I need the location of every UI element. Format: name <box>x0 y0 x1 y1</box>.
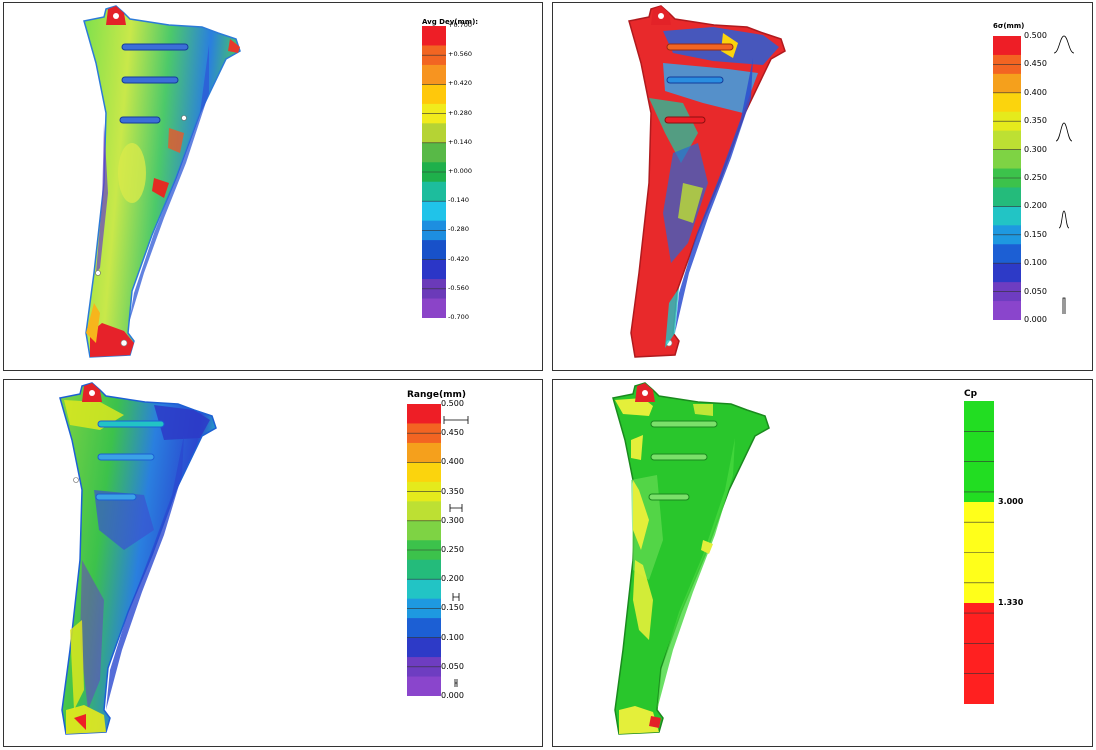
scale-tick-label: 0.200 <box>1024 201 1047 211</box>
scale-tick-label: 0.300 <box>441 515 464 525</box>
scale-tick-label: 0.150 <box>441 603 464 613</box>
color-segment <box>407 462 441 483</box>
scale-tick-label: 0.500 <box>441 399 464 408</box>
part-map-avg-dev <box>83 5 241 358</box>
color-scale-bar <box>422 26 446 318</box>
scale-tick-label: -0.140 <box>448 196 469 205</box>
scale-tick-label: 0.400 <box>441 457 464 467</box>
color-segment <box>407 520 441 541</box>
scale-tick-label: 0.350 <box>441 486 464 496</box>
scale-tick-label: 0.100 <box>1024 258 1047 268</box>
distribution-curve-icons <box>1053 35 1075 314</box>
scale-tick-label: 0.200 <box>441 574 464 584</box>
scale-tick-label: +0.560 <box>448 50 473 59</box>
scale-tick-label: -0.420 <box>448 254 469 263</box>
scale-tick-label: 0.400 <box>1024 87 1047 97</box>
color-segment <box>422 26 446 46</box>
color-segment <box>993 263 1021 283</box>
color-segment <box>407 404 441 424</box>
scale-tick-label: -0.280 <box>448 225 469 234</box>
scale-tick-label: +0.140 <box>448 137 473 146</box>
color-segment <box>964 401 994 503</box>
color-segment <box>422 181 446 202</box>
color-segment <box>407 637 441 658</box>
scale-tick-label: +0.700 <box>448 21 473 29</box>
legend-title: Avg Dev(mm): <box>422 18 479 26</box>
scale-tick-label: -0.700 <box>448 313 469 321</box>
range-bar-icons <box>443 416 469 687</box>
color-segment <box>407 579 441 600</box>
legend-title: 6σ(mm) <box>993 22 1025 30</box>
color-segment <box>422 64 446 85</box>
color-scale-bar <box>964 401 994 704</box>
color-segment <box>422 142 446 163</box>
color-segment <box>993 36 1021 56</box>
scale-tick-label: 0.050 <box>441 661 464 671</box>
color-segment <box>407 559 441 580</box>
scale-tick-label: 0.250 <box>441 545 464 554</box>
color-segment <box>422 240 446 261</box>
legend-title: Range(mm) <box>407 390 466 400</box>
scale-tick-label: 0.000 <box>1024 315 1047 324</box>
color-segment <box>422 84 446 105</box>
scale-tick-label: 1.330 <box>998 598 1024 607</box>
color-segment <box>993 187 1021 207</box>
scale-tick-label: 0.450 <box>1024 59 1047 69</box>
color-segment <box>422 201 446 222</box>
color-segment <box>993 92 1021 113</box>
scale-tick-label: 0.350 <box>1024 116 1047 126</box>
color-segment <box>993 149 1021 170</box>
legend-title: Cp <box>964 389 978 399</box>
cp-panel: Cp 3.000 1.330 <box>552 379 1093 747</box>
color-segment <box>993 206 1021 226</box>
color-scale-bar <box>407 404 441 696</box>
color-segment <box>407 618 441 639</box>
scale-tick-label: 0.500 <box>1024 31 1047 40</box>
scale-tick-label: 0.450 <box>441 428 464 438</box>
part-map-cp <box>612 382 770 735</box>
scale-tick-label: +0.420 <box>448 79 473 88</box>
color-segment <box>993 130 1021 151</box>
color-segment <box>422 298 446 318</box>
color-segment <box>993 73 1021 94</box>
scale-tick-label: 0.050 <box>1024 286 1047 296</box>
color-segment <box>422 259 446 280</box>
range-panel: Range(mm) 0.500 0.450 0.400 0.350 0.300 0.250… <box>3 379 543 747</box>
color-segment <box>407 501 441 522</box>
scale-tick-label: 0.000 <box>441 691 464 700</box>
color-segment <box>964 603 994 704</box>
part-map-range <box>59 382 217 735</box>
scale-tick-label: 0.100 <box>441 632 464 642</box>
scale-tick-label: +0.280 <box>448 108 473 117</box>
six-sigma-panel: 6σ(mm) 0.500 0.450 0.400 0.350 0.300 0.250 0.2… <box>552 2 1093 371</box>
scale-tick-label: 0.250 <box>1024 173 1047 182</box>
color-scale-bar <box>993 36 1021 320</box>
color-segment <box>993 244 1021 264</box>
scale-tick-label: 3.000 <box>998 497 1024 506</box>
avg-deviation-panel: Avg Dev(mm): +0.700 +0.560 +0.420 +0.280 +0.… <box>3 2 543 371</box>
part-map-six-sigma <box>628 5 786 358</box>
color-segment <box>993 301 1021 320</box>
color-segment <box>407 676 441 696</box>
scale-tick-label: -0.560 <box>448 283 469 292</box>
color-segment <box>407 442 441 463</box>
scale-tick-label: 0.150 <box>1024 229 1047 239</box>
scale-tick-label: +0.000 <box>448 167 473 175</box>
scale-tick-label: 0.300 <box>1024 144 1047 154</box>
color-segment <box>422 123 446 144</box>
